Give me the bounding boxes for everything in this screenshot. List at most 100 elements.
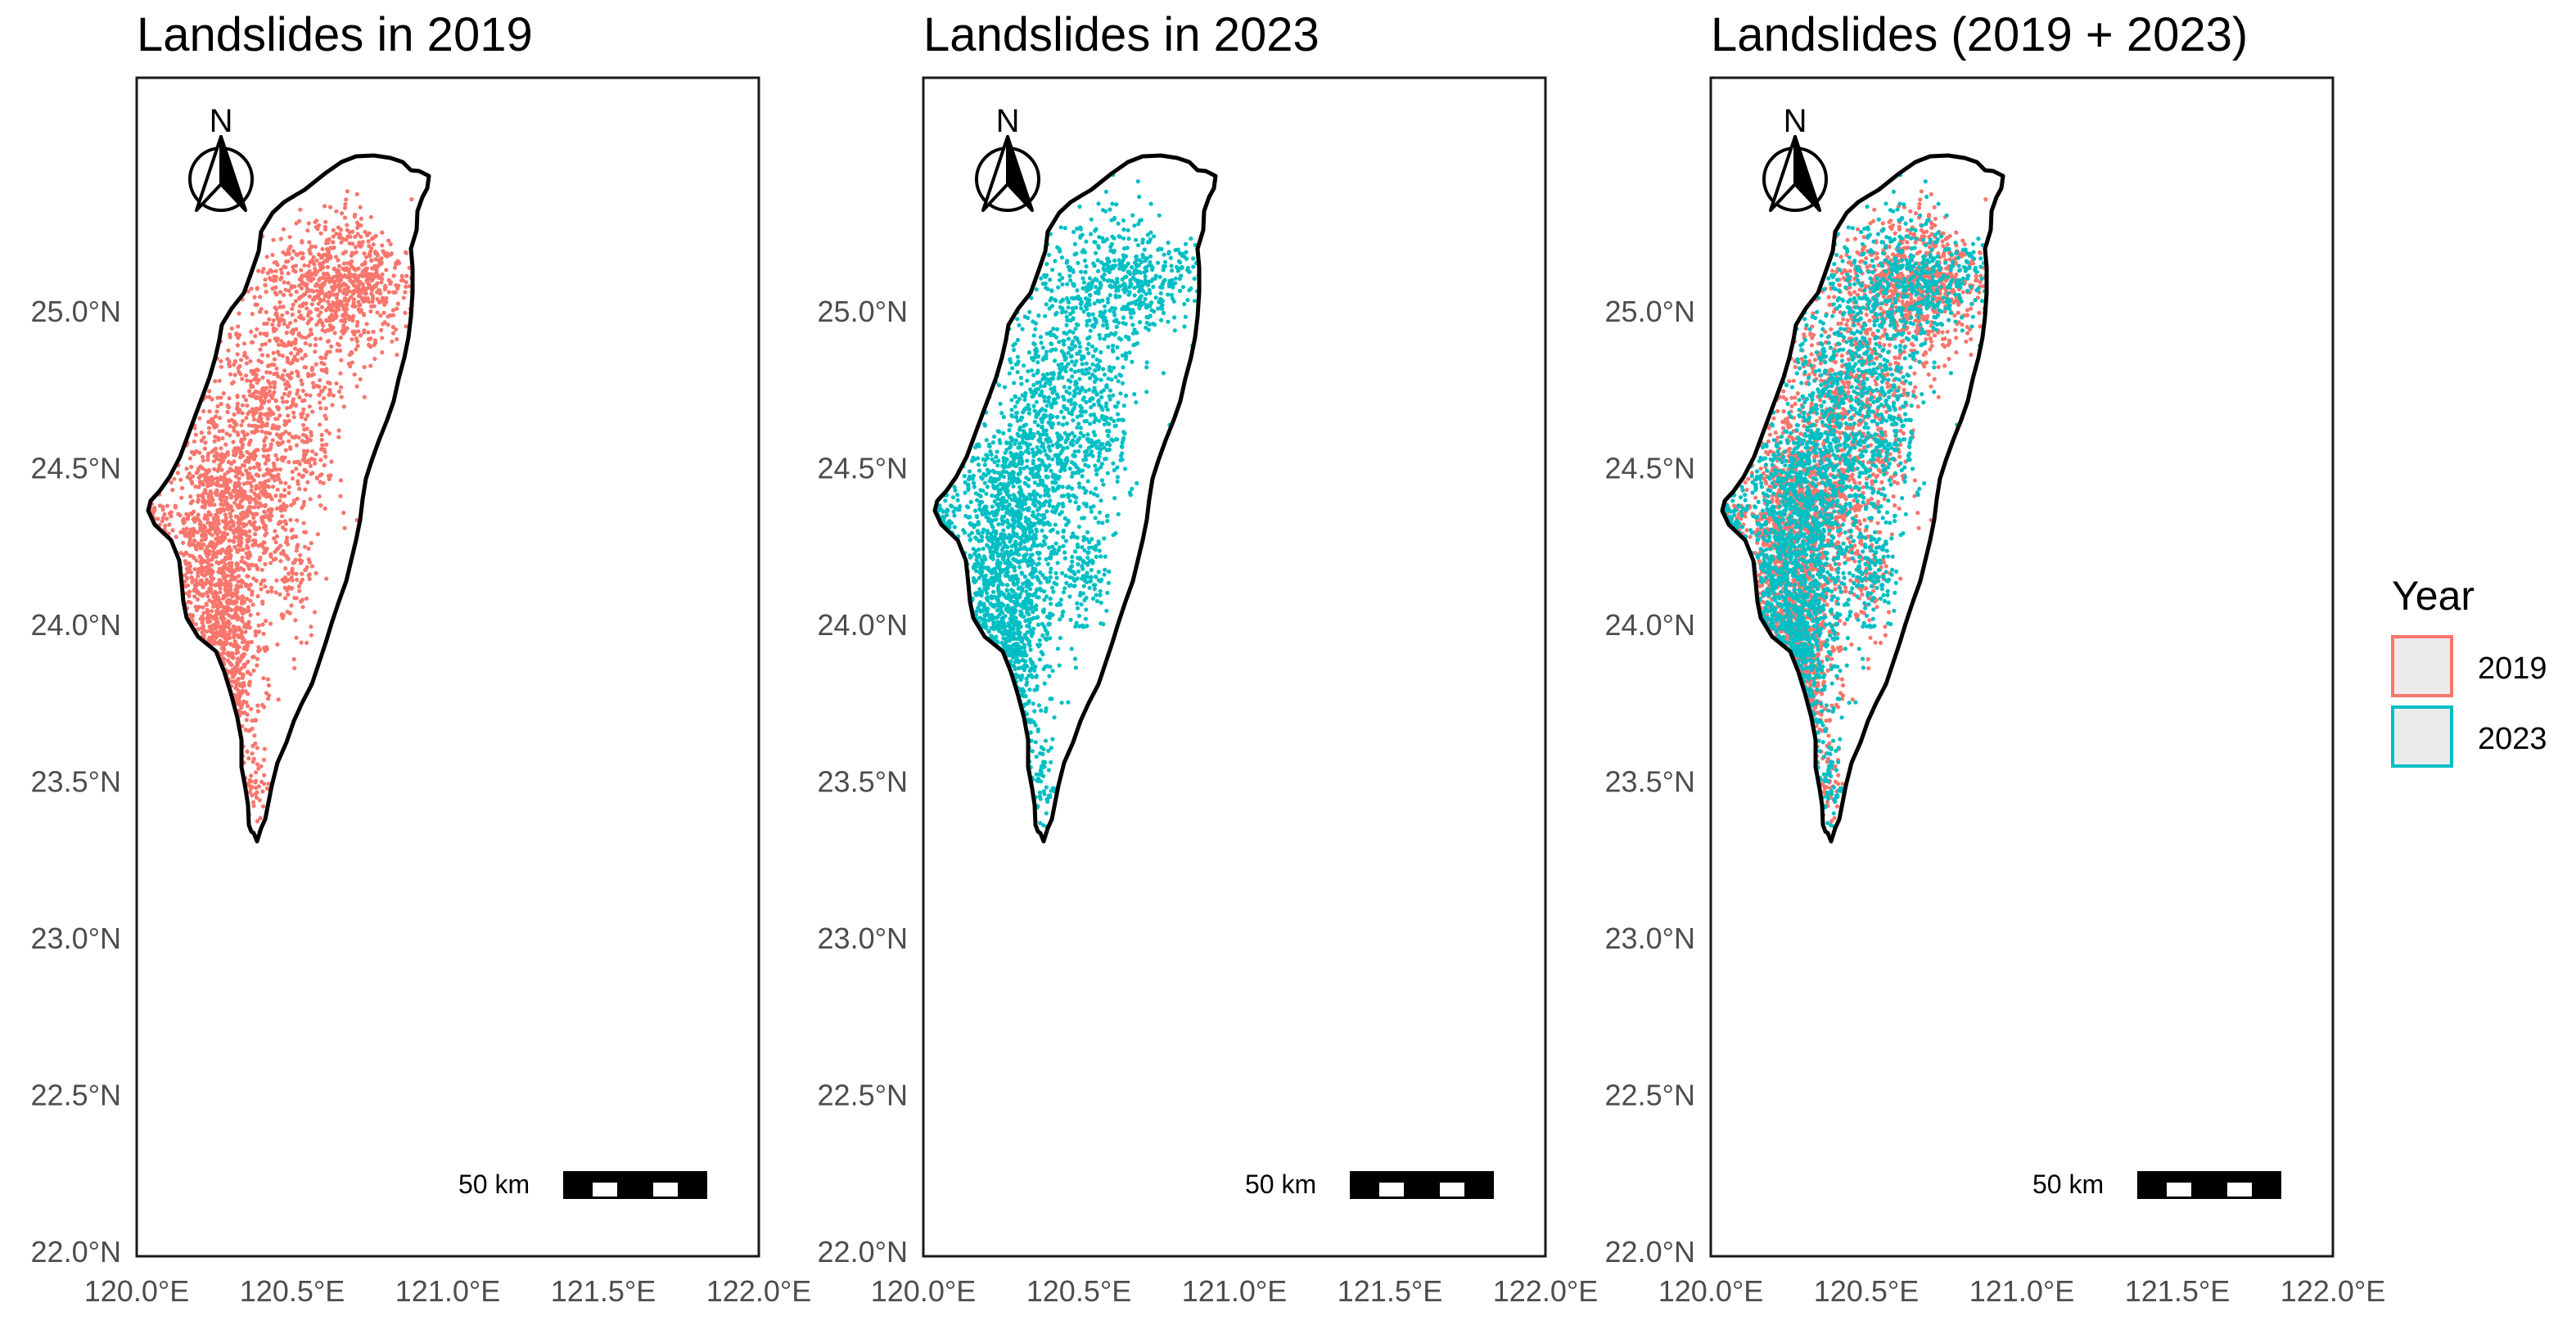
landslide-point-2023	[1065, 282, 1070, 286]
landslide-point-2023	[1140, 240, 1145, 246]
landslide-point-2019	[277, 498, 282, 503]
landslide-point-2023	[1130, 264, 1135, 270]
landslide-point-2019	[327, 390, 332, 395]
landslide-point-2023	[1093, 240, 1098, 245]
landslide-point-2019	[386, 322, 390, 327]
landslide-point-2023	[981, 489, 986, 493]
landslide-point-2023	[1134, 262, 1139, 267]
landslide-point-2019	[201, 611, 206, 615]
landslide-point-2019	[247, 679, 252, 684]
landslide-point-2023	[1013, 394, 1018, 399]
landslide-point-2023	[1134, 400, 1139, 405]
landslide-point-2023	[1123, 351, 1129, 356]
landslide-point-2023	[1009, 408, 1014, 412]
landslide-point-2023	[1118, 457, 1123, 462]
landslide-point-2019	[337, 286, 342, 292]
landslide-point-2019	[241, 567, 246, 573]
landslide-point-2023	[1079, 357, 1084, 362]
landslide-point-2019	[274, 292, 279, 297]
landslide-point-2019	[256, 268, 261, 273]
landslide-point-2023	[1148, 291, 1153, 295]
landslide-point-2023	[1185, 298, 1190, 303]
landslide-point-2019	[282, 368, 287, 373]
landslide-point-2019	[201, 592, 206, 597]
landslide-point-2019	[214, 409, 219, 414]
landslide-point-2019	[333, 255, 339, 259]
landslide-point-2023	[999, 411, 1004, 416]
landslide-point-2019	[318, 377, 323, 383]
landslide-point-2023	[1064, 260, 1069, 265]
landslide-point-2023	[1143, 296, 1148, 301]
landslide-point-2019	[234, 683, 239, 687]
landslide-point-2019	[404, 273, 409, 278]
landslide-point-2023	[1159, 318, 1164, 322]
landslide-point-2019	[228, 424, 232, 429]
landslide-point-2019	[272, 274, 277, 279]
landslide-point-2023	[1074, 439, 1080, 444]
landslide-point-2019	[267, 338, 272, 343]
landslide-point-2019	[264, 309, 268, 314]
landslide-point-2019	[299, 415, 304, 420]
landslide-point-2019	[285, 372, 290, 377]
landslide-point-2023	[1015, 337, 1020, 343]
landslide-point-2019	[174, 534, 178, 539]
landslide-point-2023	[1000, 514, 1005, 519]
landslide-point-2023	[1179, 273, 1184, 278]
landslide-point-2019	[233, 609, 238, 614]
landslide-point-2019	[275, 316, 280, 321]
landslide-point-2023	[1183, 241, 1189, 246]
landslide-point-2019	[237, 455, 243, 460]
landslide-point-2019	[186, 514, 191, 519]
landslide-point-2019	[198, 560, 203, 565]
landslide-point-2019	[260, 375, 265, 380]
landslide-point-2019	[250, 312, 255, 317]
landslide-point-2023	[1070, 374, 1075, 379]
landslide-point-2019	[290, 569, 295, 574]
landslide-point-2019	[247, 728, 252, 733]
landslide-point-2019	[277, 300, 282, 304]
landslide-point-2019	[226, 348, 231, 353]
landslide-point-2023	[1132, 300, 1138, 304]
landslide-point-2019	[342, 215, 348, 220]
landslide-point-2023	[1085, 322, 1089, 327]
landslide-point-2023	[1010, 462, 1015, 467]
landslide-point-2019	[247, 389, 252, 394]
landslide-point-2019	[390, 339, 395, 344]
landslide-point-2019	[341, 511, 346, 516]
landslide-point-2019	[337, 232, 342, 237]
landslide-point-2019	[244, 398, 249, 403]
landslide-point-2019	[266, 399, 272, 403]
landslide-point-2023	[1088, 376, 1093, 381]
landslide-point-2019	[231, 439, 236, 444]
landslide-point-2019	[263, 461, 268, 466]
landslide-point-2023	[1127, 490, 1132, 495]
landslide-point-2019	[282, 596, 288, 601]
landslide-point-2019	[281, 548, 286, 554]
landslide-point-2023	[1089, 323, 1094, 328]
landslide-point-2019	[282, 341, 286, 346]
landslide-point-2019	[284, 331, 289, 336]
landslide-point-2023	[980, 499, 985, 505]
landslide-point-2019	[291, 435, 297, 440]
landslide-point-2023	[1082, 258, 1087, 264]
landslide-point-2019	[229, 615, 235, 620]
lat-tick-label: 23.5°N	[31, 765, 121, 799]
landslide-point-2019	[269, 585, 274, 590]
landslide-point-2023	[1160, 285, 1165, 290]
landslide-point-2019	[290, 469, 295, 475]
landslide-point-2023	[1015, 418, 1020, 423]
landslide-point-2019	[278, 543, 283, 548]
landslide-point-2023	[1137, 295, 1143, 300]
landslide-point-2019	[368, 309, 373, 314]
landslide-point-2023	[1044, 302, 1049, 307]
lon-tick-label: 121.5°E	[551, 1274, 656, 1308]
landslide-point-2023	[1161, 371, 1166, 376]
landslide-point-2019	[234, 422, 239, 427]
landslide-point-2023	[1068, 347, 1073, 352]
landslide-point-2019	[319, 437, 324, 443]
landslide-point-2019	[306, 221, 311, 226]
landslide-point-2019	[301, 439, 306, 444]
landslide-point-2019	[323, 413, 327, 418]
landslide-point-2023	[1117, 336, 1121, 340]
landslide-point-2019	[253, 532, 258, 537]
